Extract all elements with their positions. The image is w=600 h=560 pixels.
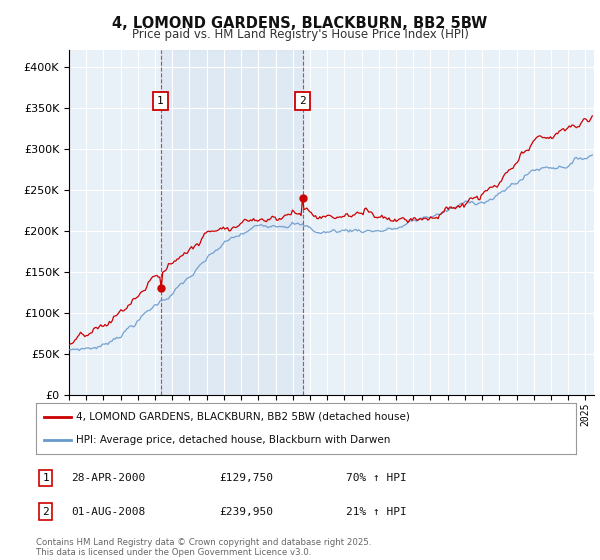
Text: 28-APR-2000: 28-APR-2000: [71, 473, 145, 483]
Text: Contains HM Land Registry data © Crown copyright and database right 2025.
This d: Contains HM Land Registry data © Crown c…: [36, 538, 371, 557]
Text: Price paid vs. HM Land Registry's House Price Index (HPI): Price paid vs. HM Land Registry's House …: [131, 28, 469, 41]
Text: 2: 2: [43, 507, 49, 517]
Text: 4, LOMOND GARDENS, BLACKBURN, BB2 5BW: 4, LOMOND GARDENS, BLACKBURN, BB2 5BW: [112, 16, 488, 31]
Text: £129,750: £129,750: [220, 473, 274, 483]
Text: 70% ↑ HPI: 70% ↑ HPI: [347, 473, 407, 483]
Text: 1: 1: [43, 473, 49, 483]
Text: 2: 2: [299, 96, 306, 106]
Text: 4, LOMOND GARDENS, BLACKBURN, BB2 5BW (detached house): 4, LOMOND GARDENS, BLACKBURN, BB2 5BW (d…: [77, 412, 410, 422]
Text: HPI: Average price, detached house, Blackburn with Darwen: HPI: Average price, detached house, Blac…: [77, 435, 391, 445]
Bar: [161, 50, 303, 395]
Text: 01-AUG-2008: 01-AUG-2008: [71, 507, 145, 517]
Text: £239,950: £239,950: [220, 507, 274, 517]
Text: 21% ↑ HPI: 21% ↑ HPI: [347, 507, 407, 517]
Text: 1: 1: [157, 96, 164, 106]
